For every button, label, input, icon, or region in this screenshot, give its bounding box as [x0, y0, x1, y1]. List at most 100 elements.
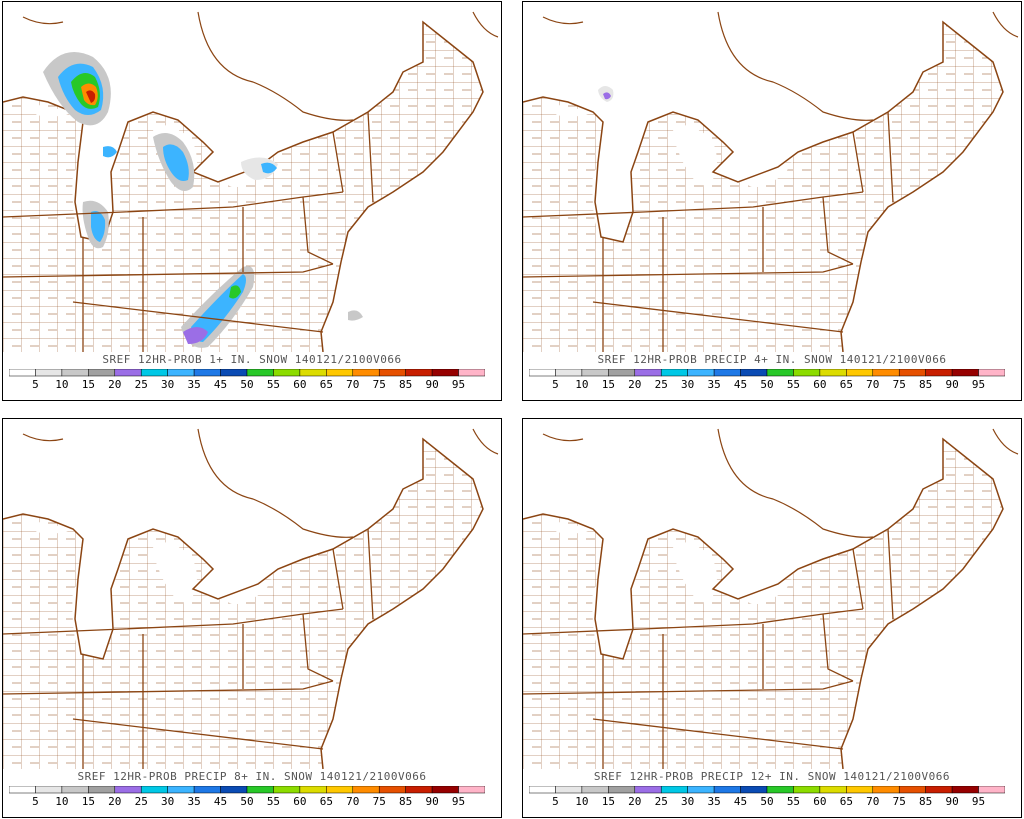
colorbar-label: 65 [319, 378, 333, 391]
colorbar-label: 10 [55, 378, 69, 391]
colorbar-swatch [114, 786, 142, 794]
colorbar-label: 85 [919, 378, 933, 391]
colorbar-swatch [819, 786, 847, 794]
map-1snow [3, 11, 499, 352]
colorbar-swatch [458, 786, 485, 794]
colorbar-swatch [581, 786, 609, 794]
colorbar-swatch [740, 369, 768, 377]
colorbar-label: 85 [399, 378, 413, 391]
colorbar-label: 35 [187, 795, 201, 808]
colorbar-swatch [378, 369, 406, 377]
colorbar-label: 75 [892, 795, 906, 808]
colorbar-swatch [405, 786, 433, 794]
colorbar-swatch [634, 369, 662, 377]
colorbar-label: 90 [945, 795, 959, 808]
colorbar-swatch [951, 786, 979, 794]
colorbar [529, 786, 1005, 794]
colorbar-label: 20 [628, 378, 642, 391]
colorbar-label: 60 [293, 795, 307, 808]
colorbar-label: 30 [161, 795, 175, 808]
colorbar-swatch [352, 369, 380, 377]
colorbar [9, 786, 485, 794]
colorbar-label: 55 [266, 795, 281, 808]
colorbar-label: 55 [786, 378, 801, 391]
colorbar-label: 90 [945, 378, 959, 391]
colorbar-label: 65 [839, 795, 853, 808]
colorbar-label: 55 [786, 795, 801, 808]
colorbar-label: 70 [346, 378, 360, 391]
colorbar-swatch [378, 786, 406, 794]
colorbar-label: 85 [399, 795, 413, 808]
colorbar-label: 20 [108, 795, 122, 808]
colorbar-swatch [608, 369, 636, 377]
colorbar-swatch [687, 786, 715, 794]
colorbar-label: 35 [707, 378, 721, 391]
colorbar-swatch [167, 786, 195, 794]
colorbar-label: 95 [451, 378, 466, 391]
colorbar-swatch [713, 369, 741, 377]
colorbar-label: 25 [654, 795, 668, 808]
colorbar-label: 75 [372, 795, 386, 808]
colorbar [9, 369, 485, 377]
colorbar-label: 10 [575, 795, 589, 808]
colorbar-swatch [273, 786, 301, 794]
colorbar-label: 75 [892, 378, 906, 391]
colorbar-label: 30 [681, 378, 695, 391]
colorbar-swatch [193, 369, 221, 377]
colorbar-swatch [35, 786, 63, 794]
colorbar-swatch [978, 369, 1005, 377]
colorbar-swatch [872, 369, 900, 377]
colorbar-swatch [193, 786, 221, 794]
map-panel-4snow: SREF 12HR-PROB PRECIP 4+ IN. SNOW 140121… [522, 1, 1022, 401]
colorbar-swatch [819, 369, 847, 377]
map-4snow [523, 11, 1019, 352]
colorbar-swatch [660, 369, 688, 377]
colorbar-label: 10 [55, 795, 69, 808]
colorbar-label: 85 [919, 795, 933, 808]
colorbar-swatch [608, 786, 636, 794]
colorbar-swatch [846, 369, 874, 377]
colorbar-labels: 5 10 15 20 25 30 35 45 50 55 60 65 70 75 85 90 95 [529, 378, 1005, 391]
colorbar-swatch [167, 369, 195, 377]
colorbar-label: 10 [575, 378, 589, 391]
colorbar-label: 5 [32, 378, 39, 391]
colorbar-label: 70 [866, 795, 880, 808]
colorbar-label: 5 [552, 378, 559, 391]
colorbar-swatch [273, 369, 301, 377]
colorbar-swatch [246, 786, 274, 794]
colorbar-label: 95 [451, 795, 466, 808]
colorbar-label: 15 [81, 378, 95, 391]
map-panel-12snow: SREF 12HR-PROB PRECIP 12+ IN. SNOW 14012… [522, 418, 1022, 818]
colorbar-label: 25 [134, 378, 148, 391]
colorbar-swatch [405, 369, 433, 377]
colorbar-swatch [766, 369, 794, 377]
panel-title: SREF 12HR-PROB 1+ IN. SNOW 140121/2100V0… [102, 353, 402, 366]
colorbar-label: 90 [425, 795, 439, 808]
colorbar-swatch [35, 369, 63, 377]
colorbar-label: 45 [733, 795, 748, 808]
colorbar-swatch [431, 369, 459, 377]
colorbar-label: 25 [134, 795, 148, 808]
colorbar-swatch [978, 786, 1005, 794]
colorbar-swatch [299, 369, 327, 377]
colorbar-swatch [61, 369, 89, 377]
colorbar-label: 15 [601, 378, 615, 391]
colorbar-swatch [88, 369, 116, 377]
colorbar-swatch [660, 786, 688, 794]
colorbar-swatch [634, 786, 662, 794]
colorbar-label: 15 [81, 795, 95, 808]
colorbar-label: 65 [319, 795, 333, 808]
colorbar-swatch [326, 786, 354, 794]
colorbar-swatch [951, 369, 979, 377]
colorbar-swatch [793, 786, 821, 794]
colorbar-swatch [555, 786, 583, 794]
colorbar-label: 60 [813, 795, 827, 808]
colorbar-swatch [431, 786, 459, 794]
colorbar-label: 25 [654, 378, 668, 391]
colorbar-swatch [140, 369, 168, 377]
colorbar-swatch [925, 369, 953, 377]
colorbar-swatch [326, 369, 354, 377]
panel-title: SREF 12HR-PROB PRECIP 8+ IN. SNOW 140121… [77, 770, 427, 783]
colorbar-swatch [352, 786, 380, 794]
colorbar-swatch [299, 786, 327, 794]
